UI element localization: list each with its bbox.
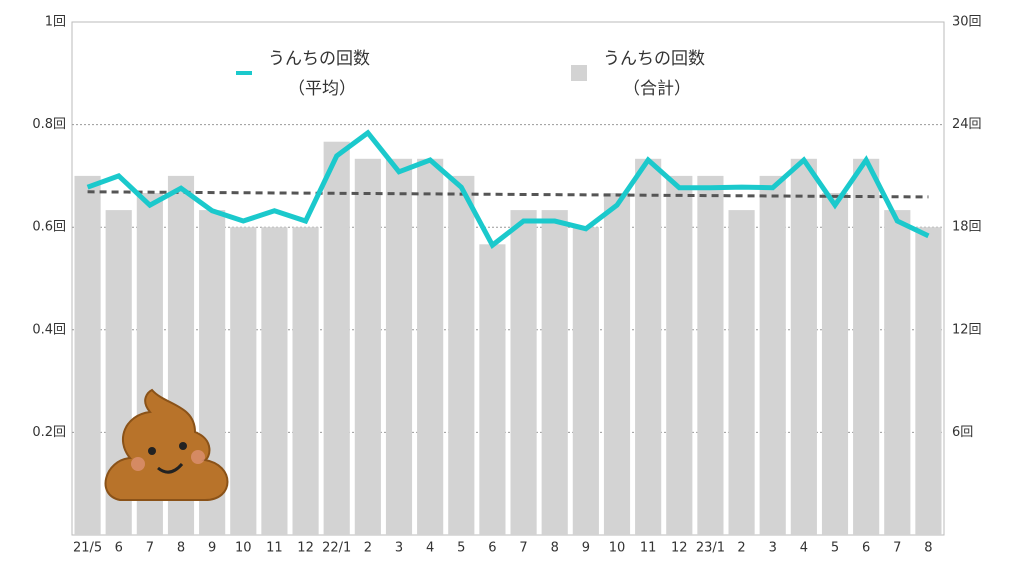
x-tick-label: 8 <box>177 541 185 556</box>
bar <box>915 227 942 535</box>
x-tick-label: 8 <box>924 541 932 556</box>
x-tick-label: 4 <box>800 541 808 556</box>
x-tick-label: 6 <box>115 541 123 556</box>
y2-tick-label: 18回 <box>952 220 982 235</box>
legend-label: （合計） <box>623 79 691 99</box>
bar <box>853 158 880 536</box>
x-tick-label: 12 <box>297 541 314 556</box>
bar <box>261 227 288 535</box>
bar <box>541 210 568 535</box>
bar <box>728 210 755 535</box>
x-tick-label: 9 <box>582 541 590 556</box>
x-tick-label: 4 <box>426 541 434 556</box>
x-tick-label: 6 <box>862 541 870 556</box>
x-tick-label: 8 <box>551 541 559 556</box>
y-tick-label: 1回 <box>45 15 66 30</box>
y-tick-label: 0.6回 <box>32 220 66 235</box>
x-tick-label: 7 <box>893 541 901 556</box>
x-tick-label: 6 <box>488 541 496 556</box>
bar <box>448 175 475 535</box>
legend-label: （平均） <box>288 79 356 99</box>
bar <box>759 175 786 535</box>
bar <box>385 158 413 536</box>
x-tick-label: 22/1 <box>322 541 351 556</box>
y-tick-label: 0.2回 <box>32 425 66 440</box>
bar <box>884 210 911 535</box>
legend-swatch <box>571 65 587 81</box>
y2-tick-label: 24回 <box>952 117 982 132</box>
bar <box>479 244 506 536</box>
x-tick-label: 9 <box>208 541 216 556</box>
x-tick-label: 7 <box>519 541 527 556</box>
y2-tick-label: 12回 <box>952 322 982 337</box>
bar <box>74 175 101 535</box>
x-tick-label: 3 <box>395 541 403 556</box>
x-tick-label: 12 <box>671 541 688 556</box>
x-tick-label: 5 <box>457 541 465 556</box>
x-tick-label: 5 <box>831 541 839 556</box>
poop-illustration <box>104 388 229 501</box>
bar <box>790 158 817 536</box>
bar <box>230 227 257 535</box>
bar <box>666 175 693 535</box>
bar <box>417 158 444 536</box>
bar <box>354 158 381 536</box>
bar <box>603 193 631 535</box>
bar <box>697 175 724 535</box>
plot-frame <box>71 21 945 536</box>
x-tick-label: 7 <box>146 541 154 556</box>
bar <box>821 193 849 535</box>
trend-line <box>87 190 929 199</box>
legend-label: うんちの回数 <box>603 49 705 69</box>
bar <box>323 141 350 535</box>
x-tick-label: 23/1 <box>696 541 725 556</box>
x-tick-label: 21/5 <box>73 541 102 556</box>
bar <box>510 210 537 535</box>
y2-tick-label: 6回 <box>952 425 973 440</box>
x-tick-label: 11 <box>640 541 657 556</box>
x-tick-label: 11 <box>266 541 283 556</box>
x-tick-label: 3 <box>769 541 777 556</box>
bar <box>635 158 662 536</box>
bar <box>292 227 319 535</box>
x-tick-label: 10 <box>235 541 252 556</box>
bar <box>572 227 599 535</box>
y-tick-label: 0.8回 <box>32 117 66 132</box>
line <box>86 129 930 249</box>
legend-label: うんちの回数 <box>268 49 370 69</box>
x-tick-label: 2 <box>737 541 745 556</box>
y2-tick-label: 30回 <box>952 15 982 30</box>
y-tick-label: 0.4回 <box>32 322 66 337</box>
x-tick-label: 10 <box>609 541 626 556</box>
x-tick-label: 2 <box>364 541 372 556</box>
